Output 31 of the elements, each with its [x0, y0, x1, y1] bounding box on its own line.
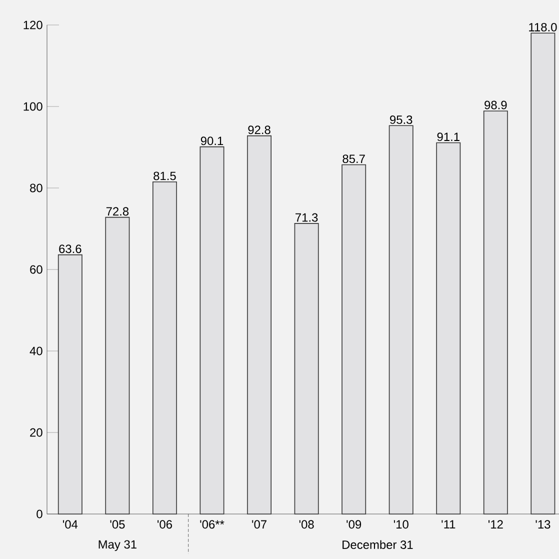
x-tick-label: '06**: [200, 520, 224, 529]
data-label: 91.1: [437, 132, 460, 142]
data-label: 118.0: [529, 22, 557, 32]
y-tick-label: 80: [30, 184, 42, 192]
data-label: 98.9: [484, 100, 507, 110]
data-label: 63.6: [59, 244, 82, 254]
x-tick-label: '11: [442, 520, 456, 528]
y-tick-label: 0: [36, 510, 42, 518]
x-tick-label: '09: [346, 520, 362, 529]
x-tick-label: '08: [299, 520, 314, 529]
data-label: 92.8: [248, 126, 270, 134]
x-tick-label: '12: [488, 520, 503, 529]
y-tick-label: 40: [30, 346, 42, 356]
x-tick-label: '10: [394, 520, 408, 529]
x-tick-label: '04: [62, 520, 78, 529]
text: December 31: [342, 540, 413, 549]
y-tick-label: 60: [30, 265, 42, 274]
x-tick-label: '05: [110, 520, 125, 529]
x-tick-label: '07: [252, 520, 266, 529]
y-tick-label: 120: [24, 20, 42, 30]
y-tick-label: 100: [24, 102, 42, 111]
data-label: 81.5: [154, 172, 176, 180]
x-tick-label: '06: [158, 520, 172, 529]
data-label: 95.3: [390, 115, 412, 124]
data-label: 71.3: [296, 213, 318, 222]
data-label: 90.1: [200, 136, 224, 146]
x-tick-label: '13: [536, 520, 550, 529]
data-label: 85.7: [342, 154, 365, 164]
text: May 31: [98, 540, 136, 552]
y-tick-label: 20: [30, 428, 42, 437]
data-label: 72.8: [106, 207, 129, 216]
